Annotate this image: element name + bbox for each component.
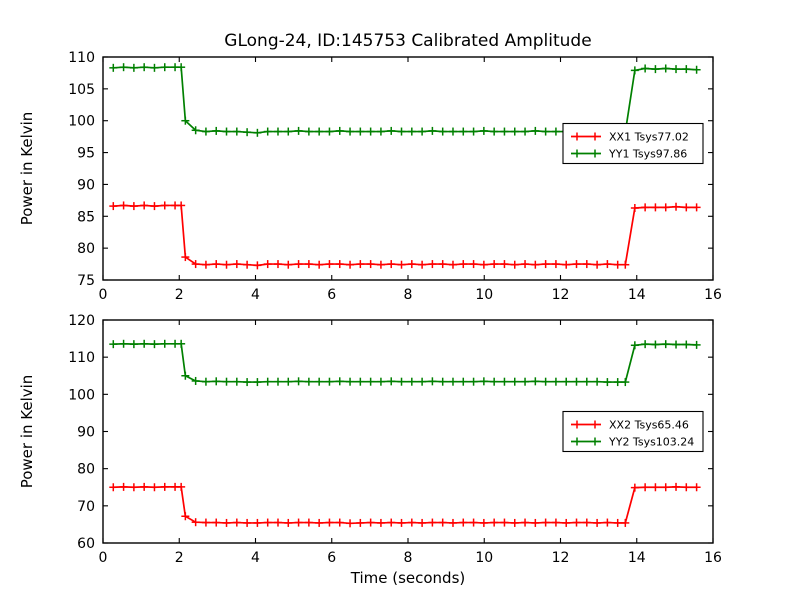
- legend-label-0: XX1 Tsys77.02: [609, 131, 689, 144]
- figure-title: GLong-24, ID:145753 Calibrated Amplitude: [224, 31, 591, 51]
- legend-label-0: XX2 Tsys65.46: [609, 419, 689, 432]
- x-tick-label: 2: [175, 287, 184, 303]
- y-tick-label: 90: [77, 425, 95, 441]
- x-tick-label: 0: [99, 550, 108, 566]
- x-tick-label: 4: [251, 287, 260, 303]
- y-tick-label: 105: [68, 82, 95, 98]
- y-tick-label: 100: [68, 114, 95, 130]
- y-tick-label: 75: [77, 273, 95, 289]
- x-tick-label: 8: [404, 550, 413, 566]
- series-markers-1: [109, 339, 701, 387]
- y-tick-label: 80: [77, 241, 95, 257]
- x-tick-label: 14: [628, 550, 646, 566]
- y-tick-label: 110: [68, 50, 95, 66]
- y-axis-label: Power in Kelvin: [18, 375, 36, 489]
- y-tick-label: 110: [68, 350, 95, 366]
- legend-bottom[interactable]: XX2 Tsys65.46 YY2 Tsys103.24: [562, 410, 704, 453]
- x-tick-label: 4: [251, 550, 260, 566]
- y-axis-label: Power in Kelvin: [18, 112, 36, 226]
- x-tick-label: 0: [99, 287, 108, 303]
- legend-label-1: YY1 Tsys97.86: [608, 148, 687, 161]
- x-axis-label: Time (seconds): [350, 569, 466, 587]
- panel-top: 0 2 4 6 8 10 12 14 16 75 80 85 90 95 100 105 110 Power in…: [18, 50, 722, 303]
- x-tick-label: 2: [175, 550, 184, 566]
- x-tick-label: 10: [475, 287, 493, 303]
- x-tick-label: 12: [552, 287, 570, 303]
- y-tick-label: 95: [77, 146, 95, 162]
- y-tick-label: 70: [77, 499, 95, 515]
- x-tick-label: 10: [475, 550, 493, 566]
- series-markers-0: [109, 482, 701, 528]
- y-tick-label: 60: [77, 536, 95, 552]
- x-tick-label: 12: [552, 550, 570, 566]
- axes-frame-top: [102, 56, 714, 281]
- x-tick-label: 6: [327, 550, 336, 566]
- legend-box: [562, 410, 704, 453]
- y-tick-label: 85: [77, 209, 95, 225]
- x-tick-label: 16: [704, 550, 722, 566]
- legend-box: [562, 122, 704, 165]
- y-tick-label: 90: [77, 177, 95, 193]
- x-tick-label: 16: [704, 287, 722, 303]
- series-markers-0: [109, 201, 701, 270]
- y-tick-label: 80: [77, 462, 95, 478]
- panel-bottom: 0 2 4 6 8 10 12 14 16 60 70 80 90 100 110 120 Power in K…: [18, 313, 722, 587]
- legend-top[interactable]: XX1 Tsys77.02 YY1 Tsys97.86: [562, 122, 704, 165]
- x-tick-label: 8: [404, 287, 413, 303]
- x-tick-label: 6: [327, 287, 336, 303]
- legend-label-1: YY2 Tsys103.24: [608, 436, 694, 449]
- y-tick-label: 120: [68, 313, 95, 329]
- x-tick-label: 14: [628, 287, 646, 303]
- y-tick-label: 100: [68, 387, 95, 403]
